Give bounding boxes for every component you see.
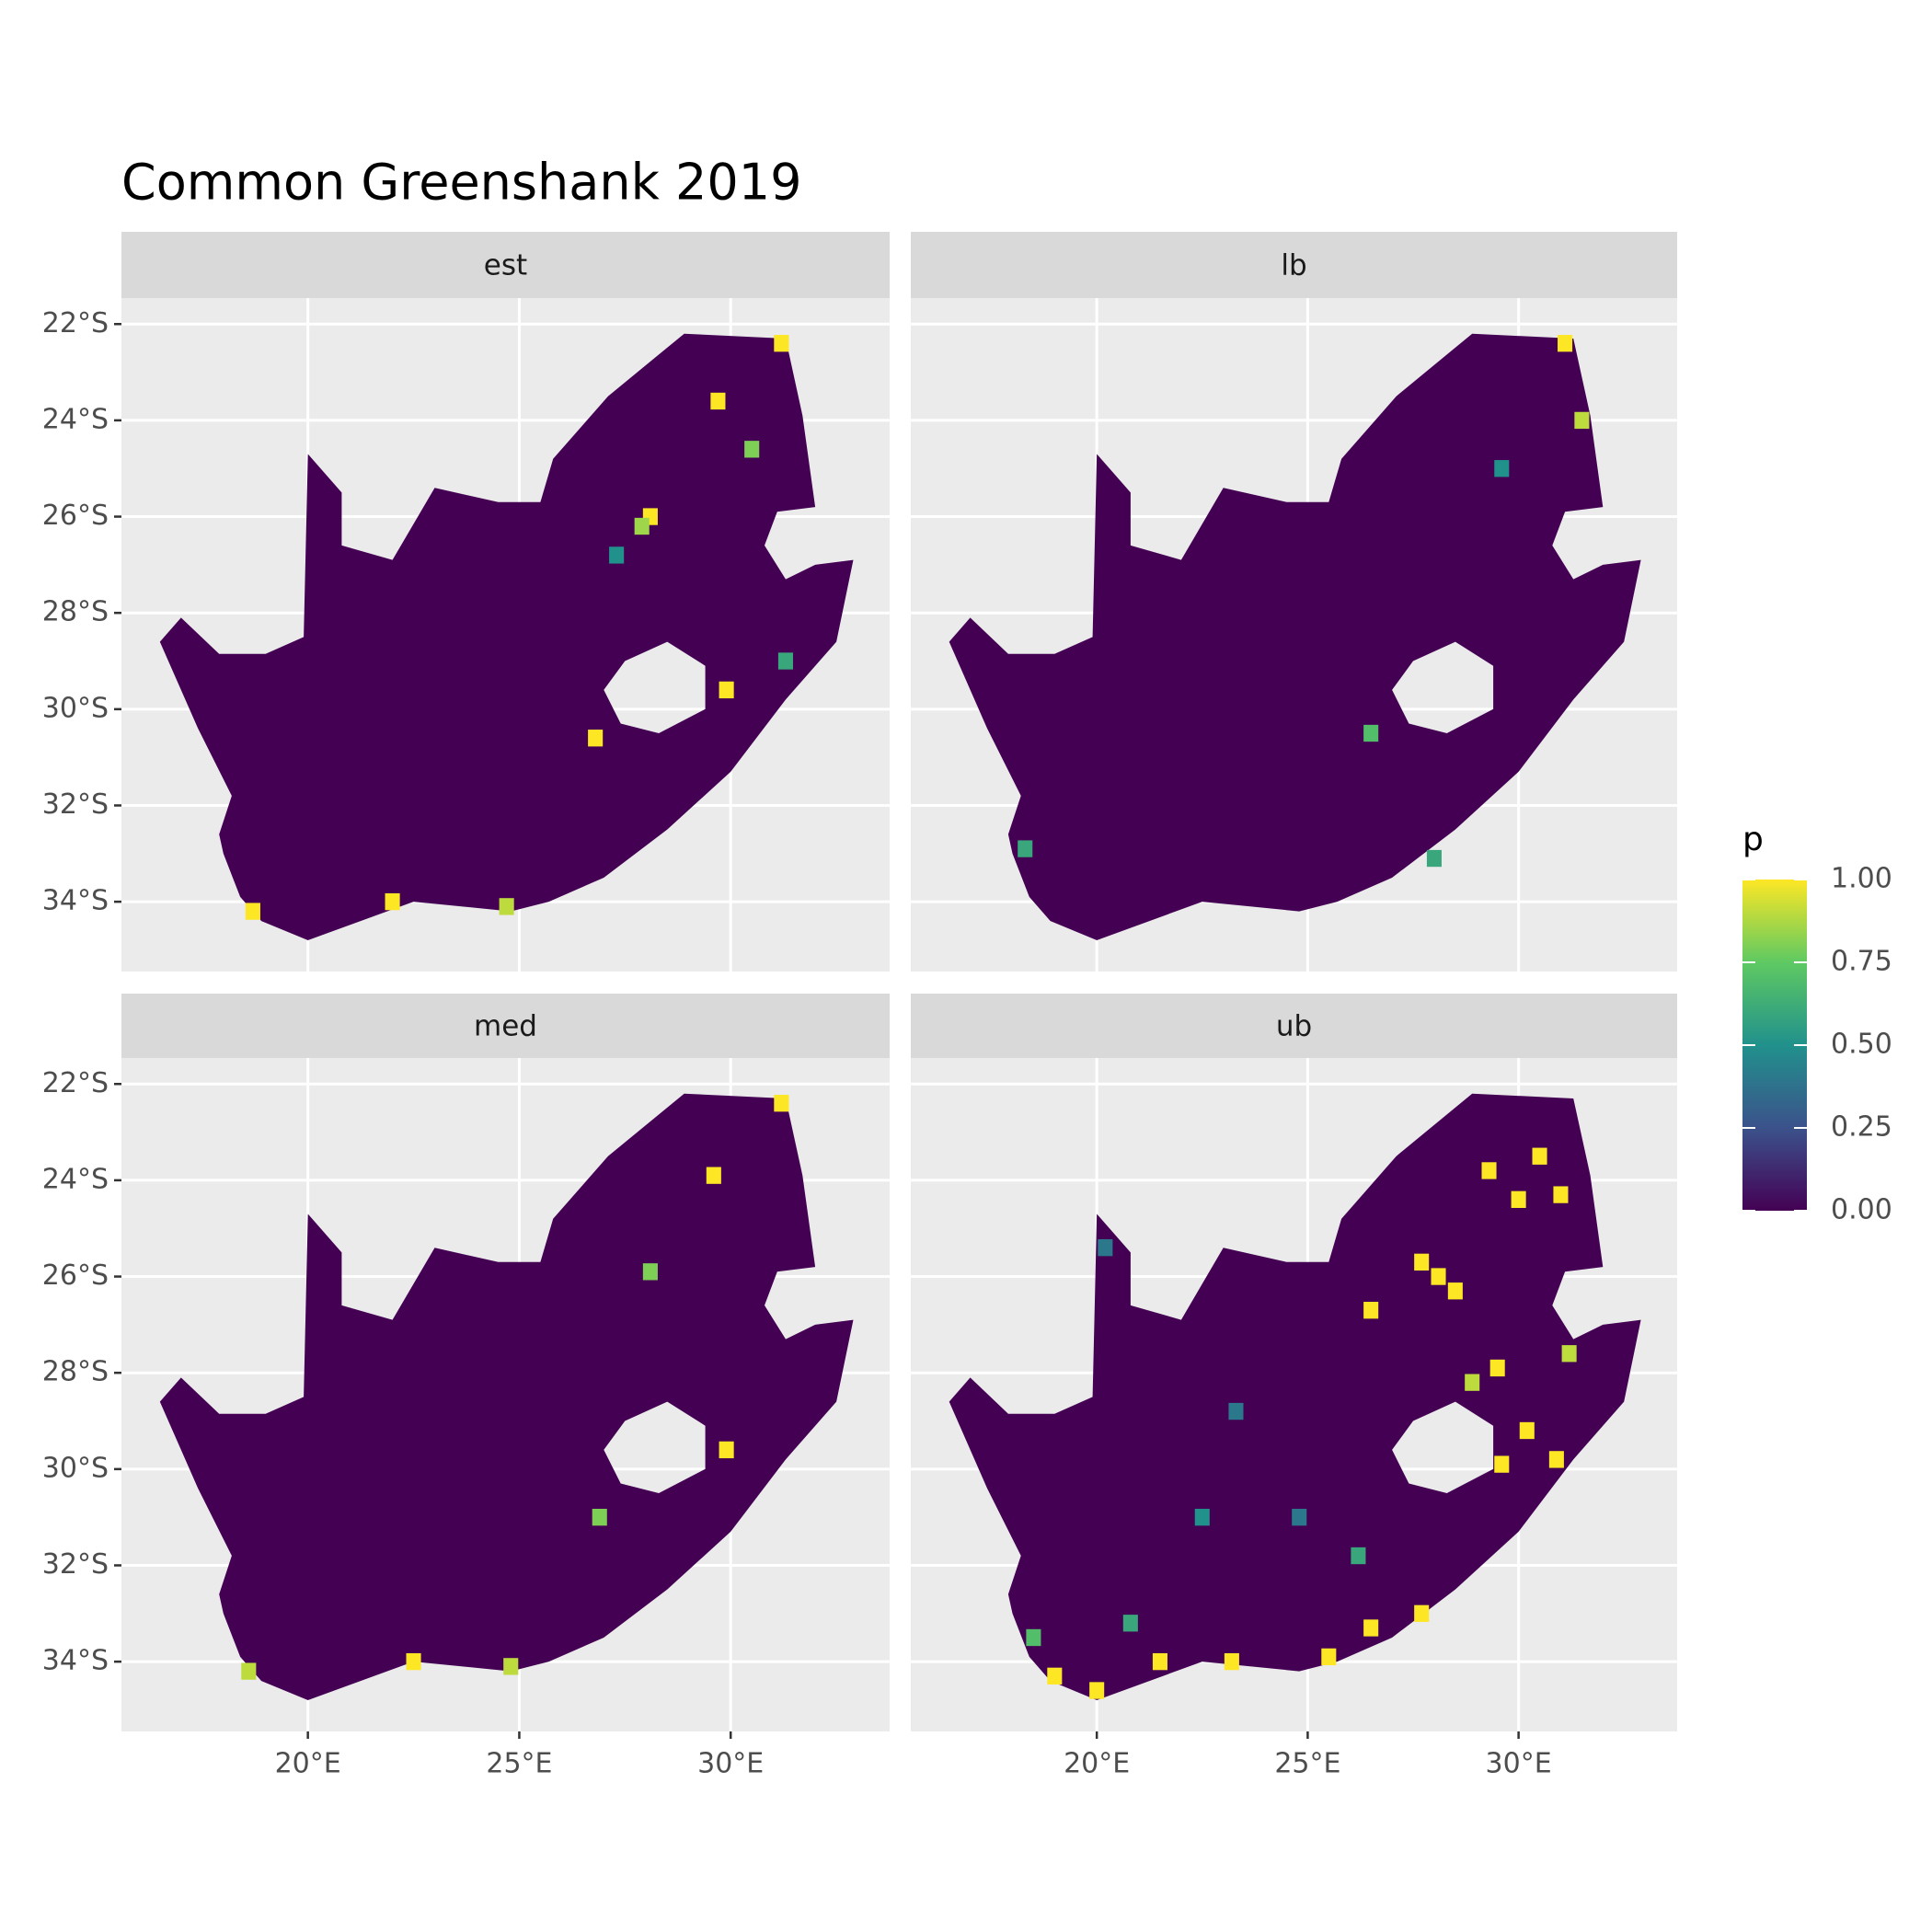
y-tick-label: 32°S — [42, 1548, 109, 1581]
raster-cell — [241, 1662, 257, 1680]
raster-cell — [1414, 1253, 1430, 1271]
raster-cell — [503, 1658, 519, 1675]
raster-cell — [710, 392, 726, 410]
x-tick-label: 25°E — [1274, 1748, 1340, 1780]
y-tick-label: 30°S — [42, 692, 109, 724]
strip-background — [121, 232, 890, 298]
raster-cell — [1494, 1455, 1510, 1473]
y-tick-label: 30°S — [42, 1452, 109, 1484]
raster-cell — [1321, 1648, 1337, 1666]
y-tick-label: 22°S — [42, 1067, 109, 1099]
raster-cell — [744, 441, 760, 458]
raster-cell — [245, 903, 260, 920]
x-tick-label: 30°E — [697, 1748, 764, 1780]
raster-cell — [1047, 1667, 1063, 1685]
legend-label: 0.00 — [1831, 1194, 1892, 1226]
y-tick-label: 32°S — [42, 788, 109, 821]
raster-cell — [1089, 1682, 1105, 1699]
raster-cell — [719, 681, 734, 699]
x-tick-label: 20°E — [1064, 1748, 1130, 1780]
raster-cell — [634, 517, 650, 535]
strip-background — [911, 994, 1677, 1058]
raster-cell — [774, 335, 789, 352]
legend-label: 0.50 — [1831, 1029, 1892, 1061]
raster-cell — [1122, 1615, 1138, 1632]
legend-label: 0.75 — [1831, 946, 1892, 978]
raster-cell — [1431, 1268, 1446, 1285]
raster-cell — [1558, 335, 1573, 352]
raster-cell — [1481, 1162, 1497, 1179]
raster-cell — [1026, 1628, 1041, 1647]
raster-cell — [1494, 460, 1510, 477]
raster-cell — [499, 898, 514, 915]
raster-cell — [1548, 1451, 1564, 1468]
y-tick-label: 28°S — [42, 596, 109, 628]
strip-label: med — [474, 1010, 537, 1043]
y-tick-label: 34°S — [42, 885, 109, 917]
raster-cell — [1465, 1374, 1480, 1391]
y-tick-label: 26°S — [42, 1259, 109, 1292]
raster-cell — [719, 1441, 734, 1459]
raster-cell — [1363, 1619, 1379, 1637]
raster-cell — [1489, 1359, 1505, 1377]
raster-cell — [1574, 411, 1590, 430]
raster-cell — [1414, 1604, 1430, 1622]
x-tick-label: 20°E — [275, 1748, 341, 1780]
raster-cell — [1194, 1509, 1210, 1526]
country-shape — [159, 333, 854, 940]
strip-background — [911, 232, 1677, 298]
raster-cell — [1018, 840, 1033, 857]
legend-label: 1.00 — [1831, 863, 1892, 895]
raster-cell — [642, 1263, 658, 1281]
raster-cell — [1447, 1282, 1463, 1300]
raster-cell — [609, 546, 625, 564]
raster-cell — [406, 1652, 421, 1671]
y-tick-label: 28°S — [42, 1356, 109, 1388]
raster-cell — [592, 1509, 607, 1526]
y-tick-label: 24°S — [42, 1163, 109, 1195]
legend-title: p — [1742, 821, 1764, 858]
raster-cell — [1519, 1421, 1535, 1440]
raster-cell — [1098, 1238, 1113, 1257]
raster-cell — [385, 892, 400, 911]
strip-label: ub — [1276, 1010, 1312, 1043]
y-tick-label: 22°S — [42, 307, 109, 339]
y-tick-label: 24°S — [42, 403, 109, 435]
raster-cell — [588, 730, 604, 747]
strip-label: est — [484, 249, 527, 282]
raster-cell — [1152, 1652, 1167, 1671]
x-tick-label: 30°E — [1486, 1748, 1552, 1780]
raster-cell — [1511, 1190, 1526, 1208]
strip-background — [121, 994, 890, 1058]
chart-title: Common Greenshank 2019 — [121, 154, 801, 212]
y-tick-label: 34°S — [42, 1645, 109, 1677]
y-tick-label: 26°S — [42, 500, 109, 532]
raster-cell — [1426, 849, 1442, 868]
country-shape — [949, 1093, 1641, 1700]
x-tick-label: 25°E — [486, 1748, 552, 1780]
raster-cell — [1351, 1547, 1366, 1565]
legend-label: 0.25 — [1831, 1111, 1892, 1144]
strip-label: lb — [1281, 249, 1306, 282]
raster-cell — [1532, 1147, 1547, 1165]
country-shape — [159, 1093, 854, 1700]
raster-cell — [1228, 1402, 1244, 1420]
raster-cell — [1363, 1302, 1379, 1319]
raster-cell — [706, 1167, 721, 1184]
raster-cell — [1553, 1186, 1569, 1203]
raster-cell — [1292, 1509, 1307, 1526]
country-shape — [949, 333, 1641, 940]
raster-cell — [1561, 1345, 1577, 1363]
raster-cell — [777, 652, 793, 670]
raster-cell — [774, 1095, 789, 1112]
raster-cell — [1363, 724, 1379, 742]
raster-cell — [1224, 1652, 1239, 1671]
